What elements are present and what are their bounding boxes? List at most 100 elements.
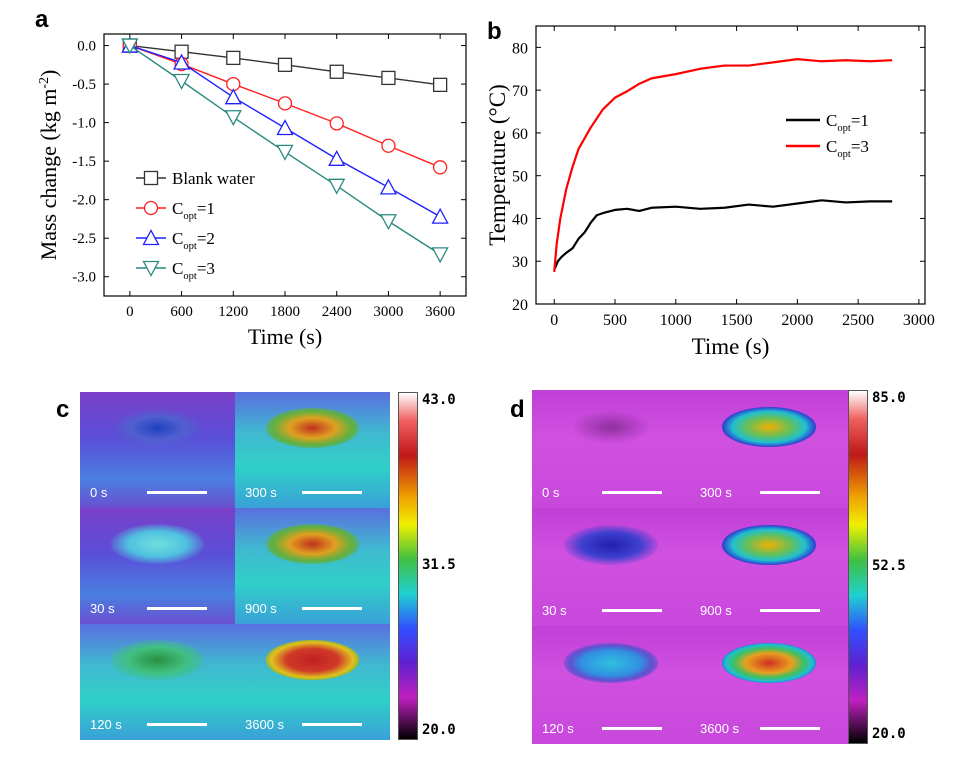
colorbar: [398, 392, 418, 740]
thermal-frame: 120 s: [532, 626, 690, 744]
legend-marker-a: [143, 170, 159, 186]
legend-marker-a: [143, 200, 159, 216]
panel-letter-c: c: [56, 396, 70, 423]
scale-bar: [760, 491, 820, 494]
data-point-a: [328, 149, 346, 166]
legend-label-a: Copt=3: [172, 259, 215, 282]
hot-spot: [721, 524, 817, 565]
y-tick-label-b: 60: [512, 126, 528, 143]
hot-spot: [563, 524, 659, 565]
x-tick-label-b: 1500: [721, 312, 753, 329]
data-point-a: [328, 178, 346, 195]
y-tick-label-a: -1.5: [72, 154, 96, 170]
frame-time-label: 300 s: [700, 485, 732, 500]
colorbar: [848, 390, 868, 744]
data-point-a: [276, 119, 294, 136]
thermal-frame: 900 s: [690, 508, 848, 626]
y-tick-label-a: -0.5: [72, 77, 96, 93]
thermal-frame: 0 s: [80, 392, 235, 508]
data-point-a: [277, 96, 293, 111]
y-axis-label-b: Temperature (°C): [485, 84, 510, 245]
chart-a: 0 600 1200 1800 2400 3000 3600 0.0 -0.5 -1.0 -1.5 -…: [36, 33, 467, 349]
hot-spot: [721, 642, 817, 683]
hot-spot: [266, 524, 359, 564]
y-tick-label-a: -3.0: [72, 270, 96, 286]
scale-bar: [602, 609, 662, 612]
data-point-a: [276, 144, 294, 161]
scale-bar: [760, 727, 820, 730]
hot-spot: [563, 406, 659, 447]
frame-time-label: 120 s: [90, 717, 122, 732]
panel-letter-a: a: [35, 6, 49, 33]
hot-spot: [563, 642, 659, 683]
data-point-a: [224, 110, 242, 127]
data-point-a: [121, 38, 139, 55]
hot-spot: [721, 406, 817, 447]
thermal-frame: 300 s: [235, 392, 390, 508]
x-axis-label-b: Time (s): [692, 334, 770, 359]
series-line-b: [553, 199, 893, 271]
data-point-a: [277, 57, 293, 72]
y-tick-label-a: 0.0: [77, 39, 96, 55]
legend-marker-a: [142, 229, 160, 246]
y-tick-label-b: 40: [512, 211, 528, 228]
thermal-frame: 30 s: [80, 508, 235, 624]
y-tick-label-b: 80: [512, 40, 528, 57]
x-tick-label-a: 3600: [425, 304, 455, 320]
x-tick-label-a: 600: [170, 304, 193, 320]
thermal-frame: 300 s: [690, 390, 848, 508]
hot-spot: [111, 408, 204, 448]
data-point-a: [224, 88, 242, 105]
scale-bar: [602, 491, 662, 494]
x-tick-label-a: 2400: [322, 304, 352, 320]
series-line-b: [553, 58, 893, 273]
thermal-frame: 3600 s: [690, 626, 848, 744]
data-point-a: [381, 138, 396, 153]
data-point-a: [379, 178, 398, 195]
x-axis-label-a: Time (s): [248, 324, 322, 349]
hot-spot: [266, 640, 359, 680]
frame-time-label: 3600 s: [245, 717, 285, 732]
x-tick-label-a: 1800: [270, 304, 300, 320]
x-tick-label-b: 3000: [903, 312, 935, 329]
hot-spot: [111, 524, 204, 564]
scale-bar: [760, 609, 820, 612]
panel-letter-d: d: [510, 396, 525, 423]
colorbar-tick-label: 85.0: [872, 390, 906, 406]
colorbar-tick-label: 31.5: [422, 557, 456, 573]
scale-bar: [302, 607, 362, 610]
scale-bar: [147, 607, 207, 610]
scale-bar: [302, 723, 362, 726]
data-point-a: [381, 70, 396, 86]
scale-bar: [147, 723, 207, 726]
y-tick-label-a: -2.5: [72, 231, 96, 247]
x-tick-label-b: 2500: [842, 312, 874, 329]
colorbar-tick-label: 20.0: [422, 722, 456, 738]
frame-time-label: 300 s: [245, 485, 277, 500]
hot-spot: [266, 408, 359, 448]
panel-letter-b: b: [487, 18, 502, 45]
frame-time-label: 900 s: [245, 601, 277, 616]
legend-label-a: Copt=2: [172, 229, 215, 252]
thermal-frame: 120 s: [80, 624, 235, 740]
frame-time-label: 900 s: [700, 603, 732, 618]
legend-marker-a: [142, 260, 160, 277]
colorbar-tick-label: 52.5: [872, 558, 906, 574]
y-tick-label-b: 70: [512, 83, 528, 100]
frame-time-label: 3600 s: [700, 721, 740, 736]
frame-time-label: 0 s: [90, 485, 108, 500]
x-tick-label-b: 500: [603, 312, 627, 329]
hot-spot: [111, 640, 204, 680]
colorbar-tick-label: 43.0: [422, 392, 456, 408]
legend-label-a: Blank water: [172, 169, 255, 188]
data-point-a: [432, 77, 448, 93]
scale-bar: [602, 727, 662, 730]
data-point-a: [431, 247, 449, 264]
data-point-a: [172, 73, 191, 90]
x-tick-label-a: 1200: [218, 304, 248, 320]
thermal-frame: 30 s: [532, 508, 690, 626]
thermal-frame: 0 s: [532, 390, 690, 508]
data-point-a: [379, 214, 398, 231]
frame-time-label: 30 s: [542, 603, 567, 618]
y-tick-label-b: 20: [512, 297, 528, 314]
